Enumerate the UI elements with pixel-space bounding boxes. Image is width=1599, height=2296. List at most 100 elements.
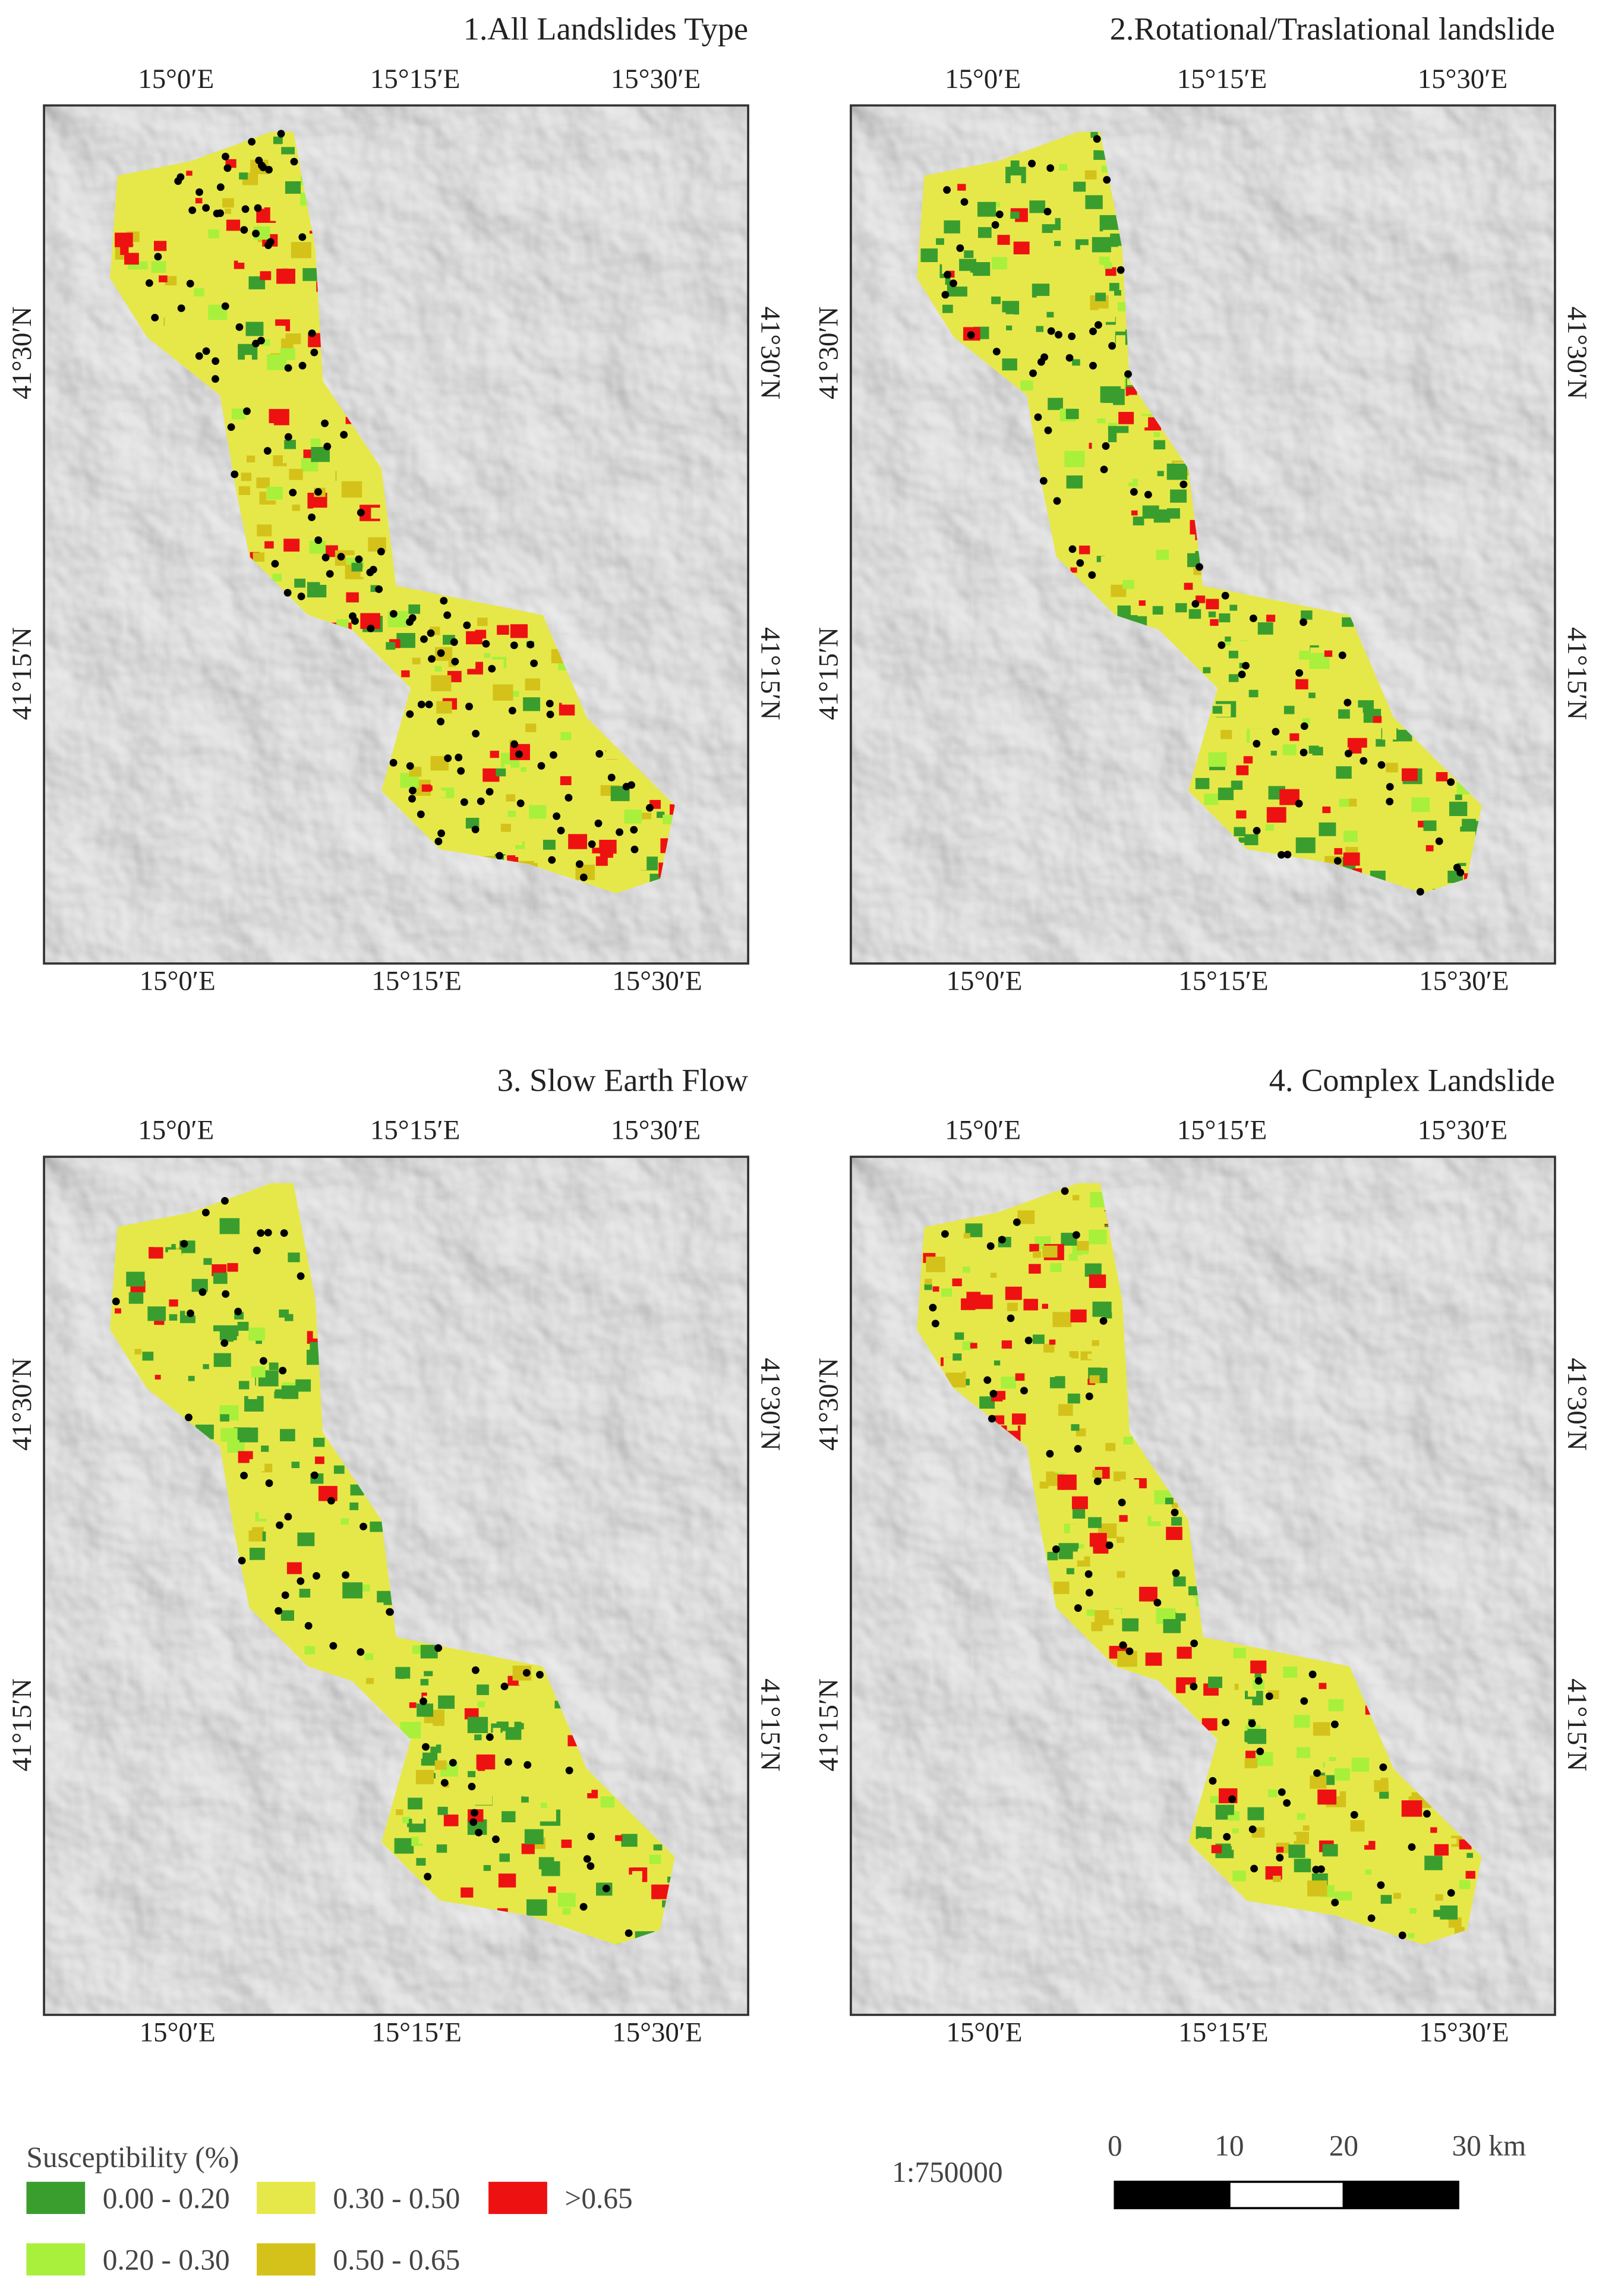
susceptibility-cell [1115, 1450, 1128, 1460]
susceptibility-cell [1057, 1474, 1077, 1490]
susceptibility-cell [1317, 1789, 1337, 1805]
susceptibility-cell [461, 1887, 474, 1898]
landslide-point [408, 795, 416, 803]
susceptibility-cell [1363, 1840, 1369, 1845]
susceptibility-cell [1054, 241, 1061, 247]
susceptibility-cell [1379, 1812, 1399, 1828]
landslide-point [471, 826, 480, 834]
susceptibility-cell [1099, 256, 1110, 265]
susceptibility-cell [127, 1236, 143, 1250]
landslide-point [366, 568, 374, 577]
susceptibility-cell [1343, 852, 1360, 866]
susceptibility-cell [1195, 777, 1210, 789]
susceptibility-cell [1096, 556, 1105, 562]
susceptibility-cell [592, 848, 600, 853]
susceptibility-cell [285, 181, 301, 194]
lat-label-right: 41°15′N [755, 1678, 786, 1771]
susceptibility-cell [291, 242, 311, 259]
susceptibility-cell [320, 579, 327, 585]
susceptibility-cell [1100, 1354, 1118, 1368]
landslide-point [1312, 1866, 1320, 1873]
susceptibility-cell [1145, 1652, 1162, 1666]
susceptibility-cell [467, 771, 474, 777]
susceptibility-cell [1092, 1470, 1103, 1478]
susceptibility-cell [288, 1252, 300, 1262]
susceptibility-cell [1355, 1782, 1367, 1793]
susceptibility-cell [1460, 818, 1476, 832]
landslide-point [482, 640, 490, 648]
susceptibility-cell [175, 210, 191, 222]
landslide-point [553, 812, 561, 820]
susceptibility-cell [1173, 1576, 1186, 1587]
susceptibility-cell [1307, 1880, 1327, 1897]
susceptibility-cell [270, 206, 289, 221]
susceptibility-cell [1090, 131, 1098, 138]
susceptibility-cell [346, 592, 359, 603]
lon-label-bottom: 15°15′E [1178, 2017, 1268, 2048]
landslide-point [235, 323, 244, 331]
susceptibility-cell [1105, 389, 1125, 405]
landslide-point [408, 614, 417, 622]
susceptibility-cell [1380, 1895, 1392, 1904]
susceptibility-cell [284, 1314, 294, 1321]
susceptibility-cell [1282, 744, 1297, 755]
lon-label-bottom: 15°15′E [1178, 965, 1268, 996]
susceptibility-cell [1076, 294, 1090, 306]
susceptibility-cell [315, 1456, 324, 1464]
lat-label-left: 41°15′N [813, 627, 844, 720]
susceptibility-cell [1156, 467, 1165, 474]
susceptibility-cell [505, 1727, 522, 1740]
susceptibility-cell [1318, 764, 1335, 778]
landslide-point [389, 610, 398, 618]
landslide-point [375, 585, 383, 593]
susceptibility-cell [609, 1850, 616, 1855]
susceptibility-cell [1448, 1917, 1462, 1928]
susceptibility-cell [1070, 567, 1077, 573]
landslide-point [212, 375, 219, 383]
susceptibility-cell [134, 1349, 141, 1355]
susceptibility-cell [1324, 650, 1333, 657]
susceptibility-cell [1079, 545, 1090, 555]
legend-swatch [26, 2243, 86, 2276]
susceptibility-cell [402, 1816, 411, 1823]
susceptibility-cell [504, 1792, 522, 1806]
susceptibility-cell [1041, 336, 1062, 352]
susceptibility-cell [1302, 1825, 1310, 1831]
susceptibility-cell [670, 804, 675, 817]
landslide-point [340, 431, 348, 439]
landslide-point [248, 138, 256, 146]
susceptibility-cell [440, 1737, 449, 1743]
susceptibility-cell [560, 732, 572, 741]
susceptibility-cell [1166, 463, 1188, 480]
landslide-point [221, 1197, 229, 1205]
susceptibility-cell [313, 1546, 324, 1555]
landslide-point [510, 641, 518, 650]
susceptibility-cell [981, 188, 992, 197]
susceptibility-cell [1085, 195, 1103, 209]
susceptibility-cell [1376, 739, 1386, 747]
susceptibility-cell [412, 657, 421, 664]
landslide-point [304, 1621, 313, 1630]
landslide-point [367, 624, 375, 632]
landslide-point [1249, 614, 1257, 622]
susceptibility-cell [1092, 1340, 1099, 1346]
susceptibility-cell [521, 1796, 529, 1803]
susceptibility-cell [1294, 1859, 1311, 1873]
susceptibility-cell [1283, 706, 1295, 714]
susceptibility-cell [1232, 1828, 1239, 1834]
susceptibility-cell [952, 1278, 962, 1287]
susceptibility-cell [1035, 1391, 1042, 1397]
landslide-point [243, 407, 251, 415]
susceptibility-cell [1393, 747, 1413, 763]
landslide-point [594, 819, 603, 827]
susceptibility-cell [398, 1673, 405, 1679]
landslide-point [485, 1733, 494, 1741]
susceptibility-cell [1401, 1800, 1423, 1817]
susceptibility-cell [1117, 1536, 1125, 1543]
susceptibility-cell [1244, 1758, 1258, 1769]
landslide-point [998, 1236, 1006, 1244]
susceptibility-cell [443, 1814, 459, 1826]
susceptibility-cell [1013, 241, 1030, 254]
landslide-point [406, 762, 414, 770]
susceptibility-cell [1399, 1883, 1406, 1888]
